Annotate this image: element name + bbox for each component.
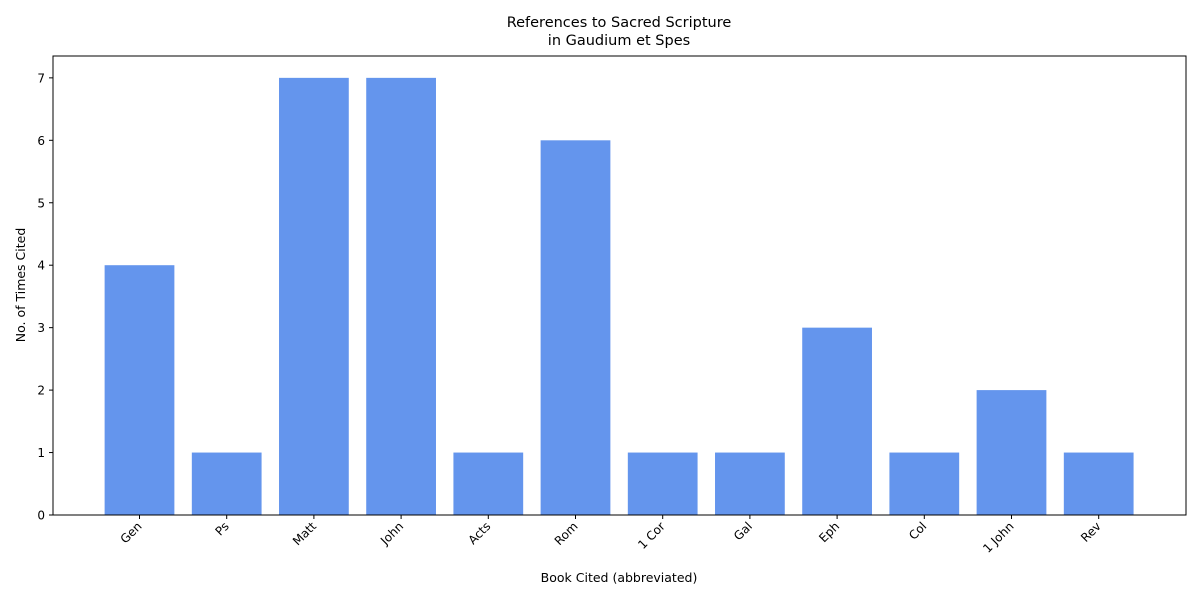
x-tick-label: Rom [552, 519, 581, 548]
bar-col [889, 452, 960, 515]
bar-matt [279, 77, 349, 515]
x-axis-ticks: Gen Ps Matt John Acts Rom 1 Cor Gal Eph Col 1 John… [118, 515, 1104, 556]
y-tick-label: 4 [37, 259, 45, 273]
y-axis-label: No. of Times Cited [13, 228, 28, 343]
y-tick-label: 7 [37, 71, 45, 85]
y-tick-label: 5 [37, 196, 45, 210]
x-tick-label: Eph [816, 519, 842, 545]
bar-gal [715, 452, 785, 515]
x-tick-label: 1 Cor [635, 519, 668, 552]
y-tick-label: 0 [37, 509, 45, 523]
x-tick-label: Rev [1078, 519, 1104, 545]
y-tick-label: 3 [37, 321, 45, 335]
x-tick-label: Acts [465, 519, 493, 547]
bar-eph [802, 327, 872, 515]
x-axis-label: Book Cited (abbreviated) [541, 570, 698, 585]
bar-john [366, 77, 436, 515]
y-tick-label: 2 [37, 384, 45, 398]
x-tick-label: 1 John [980, 519, 1016, 555]
x-tick-label: Matt [290, 519, 319, 548]
chart-title-line-1: References to Sacred Scripture [507, 15, 732, 31]
bars-group [104, 77, 1134, 515]
x-tick-label: John [377, 519, 406, 548]
x-tick-label: Ps [213, 519, 232, 538]
y-axis-ticks: 0 1 2 3 4 5 6 7 [37, 71, 53, 523]
x-tick-label: Gen [118, 519, 145, 546]
x-tick-label: Gal [731, 519, 755, 543]
plot-frame [52, 55, 1187, 516]
bar-gen [104, 265, 175, 515]
bar-rom [540, 140, 611, 515]
bar-rev [1063, 452, 1134, 515]
bar-acts [453, 452, 524, 515]
bar-1-john [976, 390, 1047, 515]
chart-title-line-2: in Gaudium et Spes [548, 33, 690, 49]
y-tick-label: 6 [37, 134, 45, 148]
bar-ps [191, 452, 262, 515]
x-tick-label: Col [906, 519, 929, 542]
y-tick-label: 1 [37, 446, 45, 460]
bar-1-cor [627, 452, 698, 515]
